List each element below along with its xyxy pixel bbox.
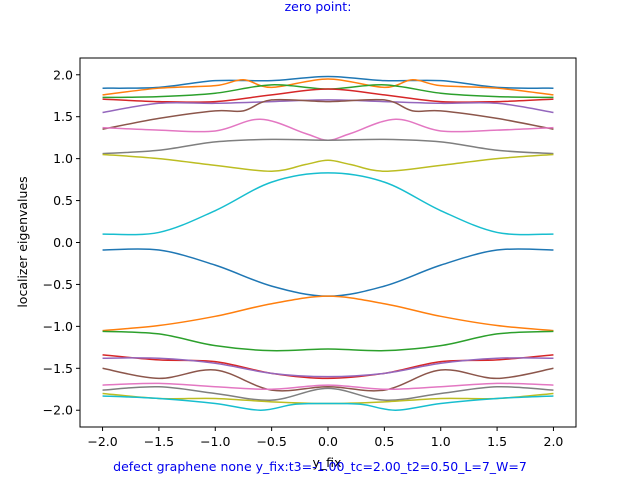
series-line-14 (102, 354, 554, 380)
series-line-2 (102, 78, 554, 96)
x-tick-label: −0.5 (256, 434, 286, 449)
series-line-16 (102, 367, 554, 392)
series-line-15 (102, 357, 554, 378)
chart-caption: defect graphene none y_fix:t3=-1.00_tc=2… (113, 459, 527, 474)
axes-layer: −2.0 −1.5 −1.0 −0.5 0.0 0.5 1.0 1.5 2.0 −2.0 −1.5 −… (43, 67, 564, 449)
series-line-8 (102, 138, 554, 155)
x-tick-label: −1.0 (200, 434, 230, 449)
y-tick-label: −1.5 (43, 361, 73, 376)
y-tick-label: 0.0 (53, 235, 73, 250)
x-tick-label: −2.0 (87, 434, 117, 449)
series-line-5 (102, 99, 554, 114)
y-tick-label: 2.0 (53, 67, 73, 82)
x-tick-label: 2.0 (544, 434, 564, 449)
y-tick-label: 0.5 (53, 193, 73, 208)
y-tick-label: −2.0 (43, 403, 73, 418)
series-line-9 (102, 153, 554, 172)
y-tick-label: 1.5 (53, 109, 73, 124)
y-axis-label: localizer eigenvalues (15, 176, 30, 307)
x-tick-label: 0.5 (374, 434, 394, 449)
y-tick-label: 1.0 (53, 151, 73, 166)
series-line-20 (102, 395, 554, 411)
x-axis-label: y_fix (313, 455, 342, 470)
chart-title: zero point: (285, 0, 352, 14)
x-tick-label: 1.5 (487, 434, 507, 449)
y-tick-label: −0.5 (43, 277, 73, 292)
series-line-13 (102, 330, 554, 352)
x-tick-label: 0.0 (318, 434, 338, 449)
x-tick-label: 1.0 (431, 434, 451, 449)
series-line-17 (102, 382, 554, 391)
series-line-1 (102, 75, 554, 89)
x-tick-label: −1.5 (144, 434, 174, 449)
series-line-10 (102, 172, 554, 236)
series-line-12 (102, 295, 554, 332)
series-line-18 (102, 385, 554, 401)
series-line-6 (102, 98, 554, 131)
y-tick-label: −1.0 (43, 319, 73, 334)
series-layer (102, 75, 554, 411)
